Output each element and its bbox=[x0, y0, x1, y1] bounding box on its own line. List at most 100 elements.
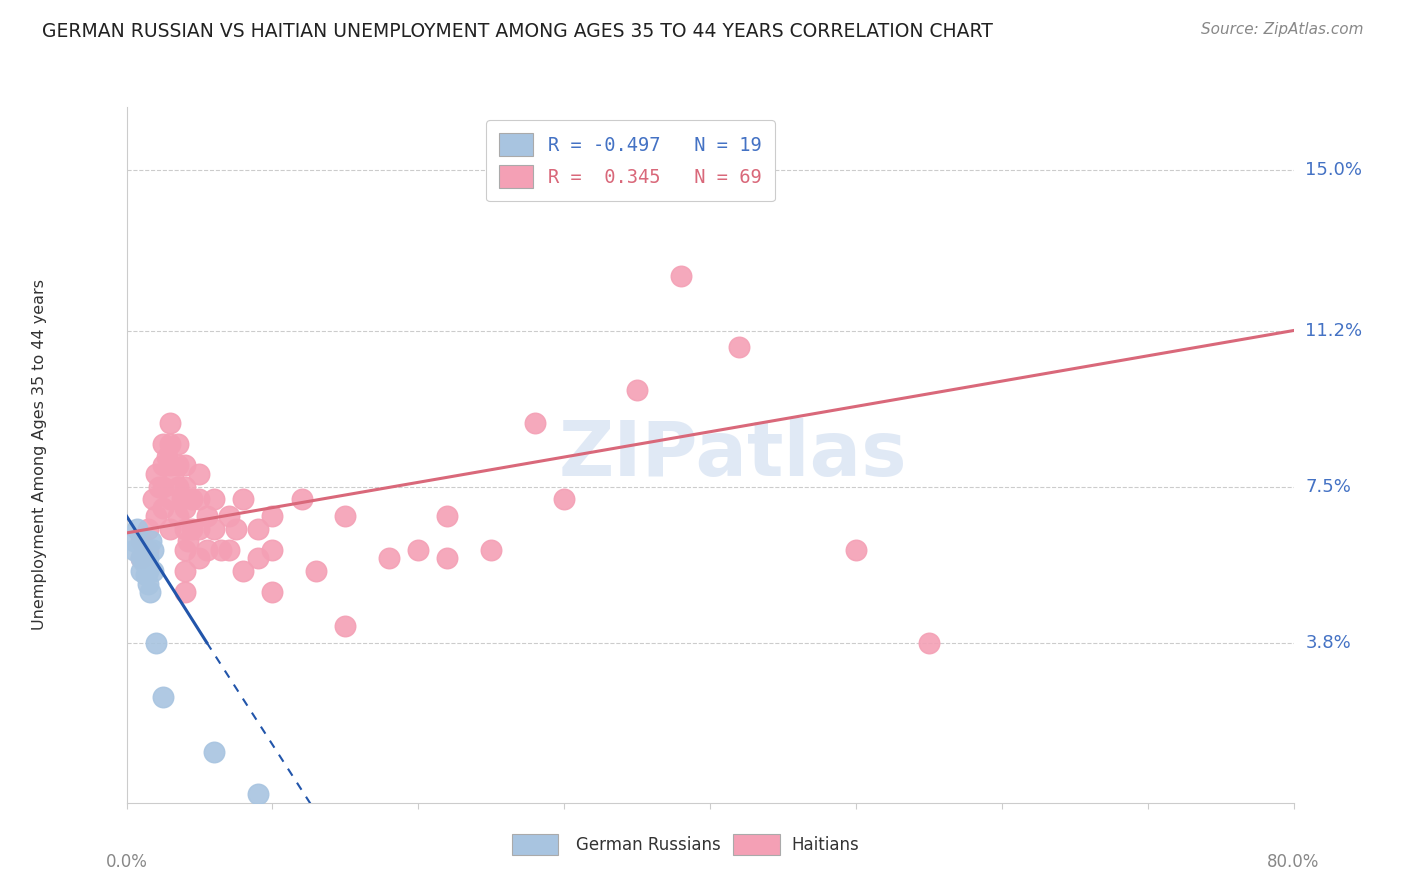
Point bbox=[174, 542, 197, 557]
Point bbox=[232, 564, 254, 578]
Text: Unemployment Among Ages 35 to 44 years: Unemployment Among Ages 35 to 44 years bbox=[31, 279, 46, 631]
Point bbox=[152, 690, 174, 705]
Point bbox=[141, 534, 163, 549]
Point bbox=[122, 542, 145, 557]
Point bbox=[138, 551, 160, 566]
Point bbox=[195, 542, 218, 557]
Point bbox=[918, 635, 941, 649]
Text: GERMAN RUSSIAN VS HAITIAN UNEMPLOYMENT AMONG AGES 35 TO 44 YEARS CORRELATION CHA: GERMAN RUSSIAN VS HAITIAN UNEMPLOYMENT A… bbox=[42, 22, 993, 41]
Point bbox=[174, 564, 197, 578]
Point bbox=[378, 551, 401, 566]
Point bbox=[148, 479, 170, 493]
Point bbox=[138, 542, 160, 557]
Text: Source: ZipAtlas.com: Source: ZipAtlas.com bbox=[1201, 22, 1364, 37]
Point bbox=[246, 522, 269, 536]
Point bbox=[166, 509, 188, 524]
Bar bbox=[512, 834, 558, 855]
Point bbox=[436, 551, 458, 566]
Point bbox=[305, 564, 328, 578]
Point bbox=[152, 458, 174, 473]
Point bbox=[145, 467, 167, 481]
Point bbox=[142, 542, 165, 557]
Point bbox=[138, 522, 160, 536]
Point bbox=[246, 788, 269, 802]
Text: 7.5%: 7.5% bbox=[1305, 477, 1351, 496]
Point bbox=[188, 551, 211, 566]
Text: 0.0%: 0.0% bbox=[105, 854, 148, 871]
Point bbox=[174, 479, 197, 493]
Point bbox=[174, 500, 197, 515]
Point bbox=[246, 551, 269, 566]
Point bbox=[524, 417, 547, 431]
Point bbox=[218, 509, 240, 524]
Point bbox=[139, 585, 162, 599]
Point bbox=[159, 437, 181, 451]
Point bbox=[170, 492, 193, 507]
Point bbox=[129, 551, 152, 566]
Point bbox=[188, 492, 211, 507]
Point bbox=[202, 745, 225, 759]
Point bbox=[262, 509, 284, 524]
Point bbox=[626, 383, 648, 397]
Point bbox=[152, 500, 174, 515]
Point bbox=[188, 467, 211, 481]
Point bbox=[188, 522, 211, 536]
Point bbox=[132, 542, 155, 557]
Point bbox=[159, 492, 181, 507]
Point bbox=[142, 564, 165, 578]
Point bbox=[159, 522, 181, 536]
Point bbox=[174, 585, 197, 599]
Point bbox=[125, 522, 148, 536]
Point bbox=[174, 522, 197, 536]
Point bbox=[159, 417, 181, 431]
Point bbox=[553, 492, 575, 507]
Point bbox=[132, 556, 155, 570]
Point bbox=[138, 564, 160, 578]
Point bbox=[209, 542, 232, 557]
Point bbox=[181, 492, 204, 507]
Text: Haitians: Haitians bbox=[792, 836, 859, 854]
Point bbox=[195, 509, 218, 524]
Point bbox=[202, 492, 225, 507]
Point bbox=[129, 564, 152, 578]
Point bbox=[232, 492, 254, 507]
Point bbox=[262, 542, 284, 557]
Point bbox=[335, 618, 357, 632]
Text: 11.2%: 11.2% bbox=[1305, 321, 1362, 340]
Point bbox=[166, 479, 188, 493]
Text: 15.0%: 15.0% bbox=[1305, 161, 1362, 179]
Point bbox=[145, 635, 167, 649]
Point bbox=[290, 492, 312, 507]
Point bbox=[225, 522, 247, 536]
Point bbox=[181, 522, 204, 536]
Point bbox=[728, 340, 751, 354]
Point bbox=[669, 268, 692, 283]
Legend: R = -0.497   N = 19, R =  0.345   N = 69: R = -0.497 N = 19, R = 0.345 N = 69 bbox=[486, 120, 775, 202]
Point bbox=[134, 568, 156, 582]
Point bbox=[174, 458, 197, 473]
Point bbox=[129, 534, 152, 549]
Point bbox=[162, 467, 184, 481]
Point bbox=[152, 437, 174, 451]
Point bbox=[145, 509, 167, 524]
Point bbox=[166, 458, 188, 473]
Point bbox=[218, 542, 240, 557]
Text: German Russians: German Russians bbox=[576, 836, 721, 854]
Text: ZIPatlas: ZIPatlas bbox=[560, 418, 908, 491]
Bar bbox=[734, 834, 780, 855]
Point bbox=[142, 492, 165, 507]
Point bbox=[335, 509, 357, 524]
Point bbox=[122, 534, 145, 549]
Point bbox=[408, 542, 430, 557]
Point bbox=[845, 542, 868, 557]
Point bbox=[166, 437, 188, 451]
Point bbox=[436, 509, 458, 524]
Point bbox=[129, 551, 152, 566]
Point bbox=[138, 576, 160, 591]
Point bbox=[159, 458, 181, 473]
Text: 80.0%: 80.0% bbox=[1267, 854, 1320, 871]
Point bbox=[262, 585, 284, 599]
Point bbox=[479, 542, 502, 557]
Point bbox=[156, 450, 179, 464]
Point bbox=[177, 534, 200, 549]
